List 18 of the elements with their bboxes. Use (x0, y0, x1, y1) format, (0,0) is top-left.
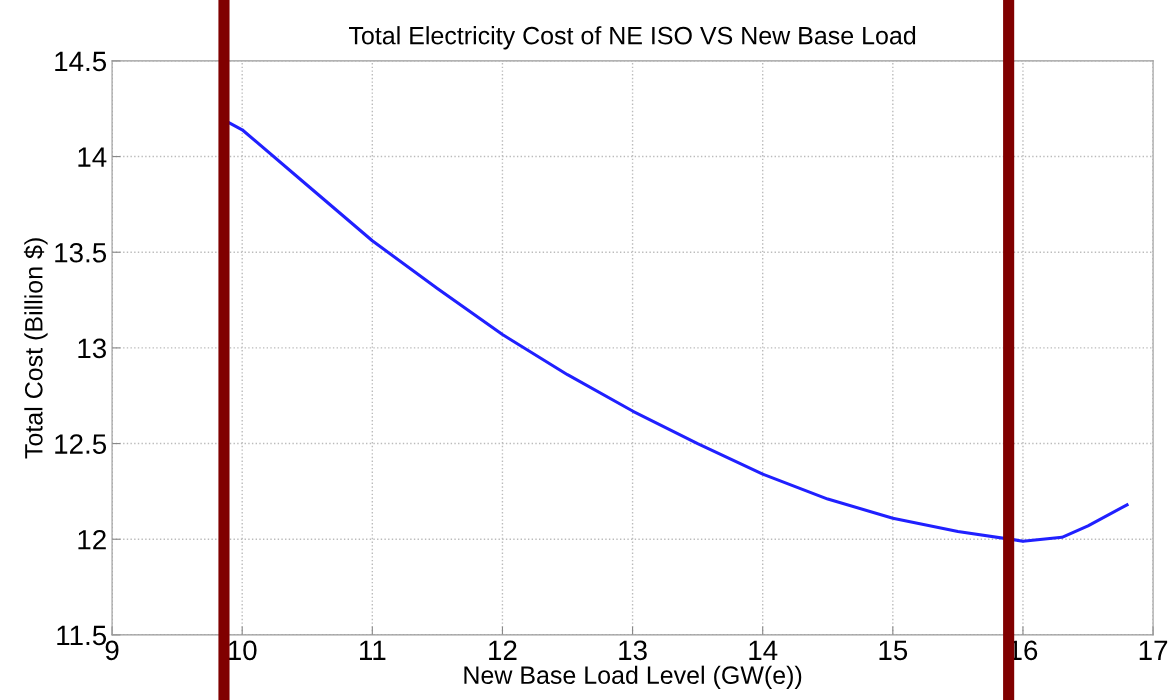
y-tick-label: 13.5 (55, 242, 107, 263)
x-tick-label: 10 (228, 640, 257, 661)
x-tick-label: 17 (1139, 640, 1168, 660)
x-tick-label: 12 (489, 640, 517, 660)
y-tick-label: 12 (78, 529, 106, 550)
y-tick-label: 11.5 (57, 625, 107, 646)
y-tick-label: 13 (78, 338, 106, 359)
x-tick-label: 9 (105, 640, 119, 661)
x-tick-label: 14 (749, 640, 778, 660)
x-axis-title: New Base Load Level (GW(e)) (464, 665, 802, 689)
y-axis-title: Total Cost (Billion $) (23, 238, 48, 459)
x-tick-label: 13 (619, 640, 647, 661)
y-tick-label: 14 (78, 147, 107, 167)
x-tick-label: 11 (360, 640, 386, 660)
y-tick-label: 12.5 (55, 434, 107, 454)
x-tick-label: 15 (879, 640, 908, 661)
chart-title: Total Electricity Cost of NE ISO VS New Base Load (349, 26, 916, 50)
y-tick-label: 14.5 (55, 51, 107, 72)
